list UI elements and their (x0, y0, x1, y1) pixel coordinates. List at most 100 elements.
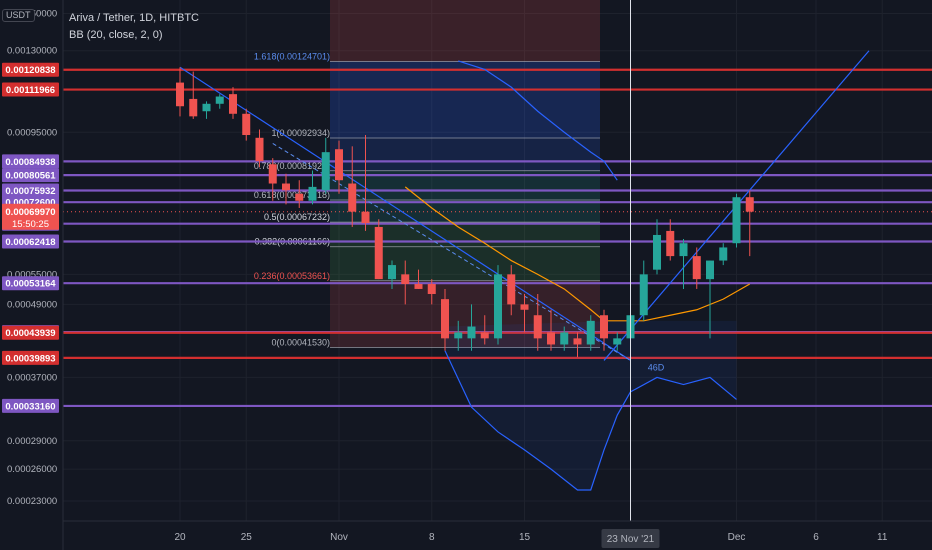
price-level-value: 0.00072600 (5, 198, 55, 209)
candle-body (176, 82, 184, 107)
candle-body (653, 234, 661, 270)
candle-body (732, 197, 741, 244)
y-tick-label: 0.00049000 (7, 299, 57, 310)
price-level-value: 0.00039893 (5, 353, 55, 364)
y-tick-label: 0.00130000 (7, 46, 57, 57)
candle-body (613, 338, 622, 345)
crosshair: 23 Nov '21 (601, 0, 660, 548)
zone-top (330, 0, 600, 62)
price-level-badge (2, 183, 59, 198)
candle-body (586, 320, 595, 345)
price-level-value: 0.00111966 (6, 85, 55, 96)
x-tick-label: 15 (519, 532, 531, 543)
candle-body (454, 332, 463, 339)
fib-label: 1.618(0.00124701) (254, 52, 330, 62)
x-tick-label: 11 (877, 532, 888, 543)
price-level-value: 0.00062418 (5, 237, 55, 248)
candle-body (507, 274, 516, 305)
y-tick-label: 0.00037000 (7, 372, 57, 383)
candle-body (666, 230, 675, 257)
symbol-title[interactable]: Ariva / Tether, 1D, HITBTC (69, 12, 200, 24)
candle-body (189, 98, 198, 117)
candle-body (401, 274, 410, 284)
fib-zone (330, 199, 600, 223)
bb-lower-band (444, 350, 737, 491)
x-tick-label: 8 (429, 532, 435, 543)
price-level-badge (2, 168, 59, 183)
candle-body (361, 211, 370, 224)
currency-badge[interactable]: USDT (2, 9, 35, 22)
candle-body (467, 326, 476, 339)
price-level-badge (2, 234, 59, 249)
price-level-badge (2, 154, 59, 169)
candle-body (573, 338, 582, 345)
price-level-value: 0.00120838 (5, 65, 55, 76)
candle-body (242, 113, 251, 136)
bb-basis (404, 186, 751, 322)
price-level-badge (2, 62, 59, 77)
candle-body (308, 186, 317, 201)
fib-label: 0.618(0.00073218) (254, 190, 330, 200)
price-level-badge (2, 398, 59, 413)
fib-zone (330, 137, 600, 171)
x-tick-label: 20 (174, 532, 186, 543)
candle-body (321, 152, 330, 191)
down-trendline (179, 66, 631, 361)
price-level-badge (2, 276, 59, 291)
y-tick-label: 0.00095000 (7, 127, 57, 138)
candle-body (520, 304, 529, 310)
candle-body (414, 283, 423, 289)
price-level-badge (2, 82, 59, 97)
price-level-value: 0.00075932 (5, 186, 55, 197)
price-level-value: 0.00033160 (5, 401, 55, 412)
candle-body (348, 183, 357, 212)
y-tick-label: 0.00023000 (7, 496, 57, 507)
candle-body (692, 256, 701, 280)
countdown-value: 15:50:25 (12, 219, 49, 230)
chart-legend: Ariva / Tether, 1D, HITBTC BB (20, close… (69, 10, 199, 44)
y-tick-label: 0.00055000 (7, 269, 57, 280)
price-level-badge (2, 350, 59, 365)
fib-label: 0.5(0.00067232) (264, 212, 330, 222)
price-level-value: 0.00053164 (5, 279, 56, 290)
zone-extension (330, 61, 600, 138)
price-level-badge (2, 325, 59, 340)
candle-body (215, 96, 224, 104)
candle-body (268, 164, 277, 184)
candle-body (745, 197, 754, 212)
candle-body (547, 332, 555, 345)
indicator-label[interactable]: BB (20, close, 2, 0) (69, 29, 163, 41)
candle-body (335, 149, 343, 181)
candle-body (719, 247, 728, 261)
candle-body (639, 274, 648, 316)
crosshair-date-label: 23 Nov '21 (607, 534, 655, 545)
x-tick-label: 6 (813, 532, 819, 543)
fib-zone (330, 222, 600, 247)
annotation-label: 46D (648, 362, 665, 372)
candle-body (494, 274, 502, 339)
candle-body (388, 265, 396, 280)
price-badges: 0.00120838 0.00111966 0.00084938 0.00080561… (2, 62, 59, 413)
bb-upper-band (458, 60, 618, 181)
fib-label: 0(0.00041530) (271, 337, 330, 347)
fib-label: 0.786(0.00081923) (254, 161, 330, 171)
candle-body (427, 283, 436, 294)
candle-body (600, 315, 608, 339)
bb-fill (445, 320, 737, 490)
crosshair-date-box (601, 529, 660, 548)
candle-body (255, 137, 264, 162)
x-tick-label: 25 (241, 532, 253, 543)
candle-body (480, 332, 489, 339)
candle-body (533, 315, 542, 339)
x-tick-label: Dec (728, 532, 746, 543)
y-tick-label: 0.00026000 (7, 464, 57, 475)
fib-zones (330, 0, 600, 348)
current-price-badge (2, 203, 59, 230)
fib-label: 0.236(0.00053661) (254, 271, 330, 281)
bollinger-bands (404, 60, 751, 491)
x-tick-label: Nov (330, 532, 348, 543)
fib-zone (330, 246, 600, 281)
price-level-value: 0.00043939 (5, 328, 55, 339)
candles (176, 67, 754, 358)
